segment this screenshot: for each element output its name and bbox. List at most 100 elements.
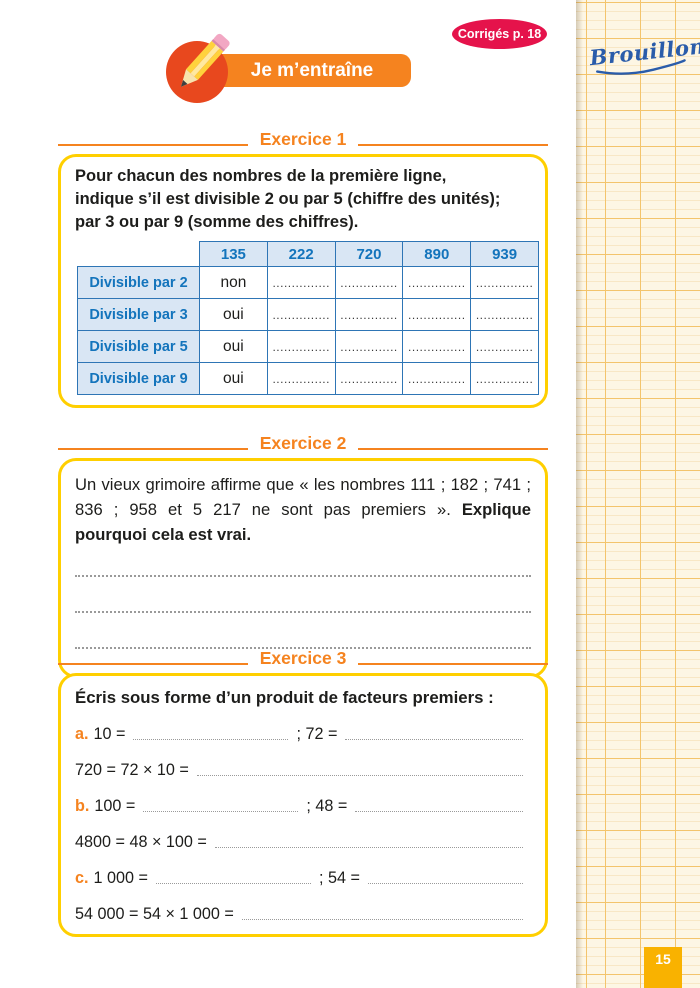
- table-corner-cell: [78, 242, 200, 267]
- statement-text: Un vieux grimoire affirme que « les nomb…: [75, 475, 531, 519]
- equation-text: 10 =: [93, 725, 126, 743]
- heading-rule-left: [58, 448, 248, 450]
- exercise1-heading: Exercice 1: [58, 128, 549, 150]
- exercise3-row-eq3: 54 000 = 54 × 1 000 =: [75, 888, 531, 924]
- graph-paper-margin: Brouillon 15: [576, 0, 700, 988]
- exercise3-row-b: b. 100 = ; 48 =: [75, 780, 531, 816]
- exercise1-title: Exercice 1: [259, 128, 347, 149]
- heading-rule-right: [358, 448, 549, 450]
- blank-cell[interactable]: ...............: [402, 266, 472, 299]
- equation-text: ; 48 =: [306, 797, 348, 815]
- column-header: 135: [199, 241, 268, 267]
- blank-cell[interactable]: ...............: [266, 330, 336, 363]
- heading-rule-right: [358, 144, 549, 146]
- page-number-tab: 15: [644, 947, 682, 988]
- equation-text: ; 72 =: [296, 725, 338, 743]
- exercise3-section: Exercice 3 Écris sous forme d’un produit…: [58, 647, 549, 937]
- answer-cell: oui: [199, 362, 268, 395]
- brouillon-underline: [596, 59, 686, 75]
- column-header: 222: [266, 241, 336, 267]
- page-number: 15: [655, 951, 671, 967]
- answer-cell: oui: [199, 298, 268, 331]
- item-marker: a.: [75, 725, 89, 743]
- blank-cell[interactable]: ...............: [402, 362, 472, 395]
- exercise2-title: Exercice 2: [259, 432, 347, 453]
- exercise2-box: Un vieux grimoire affirme que « les nomb…: [58, 458, 548, 678]
- column-header: 939: [470, 241, 539, 267]
- blank-cell[interactable]: ...............: [334, 266, 404, 299]
- exercise2-heading: Exercice 2: [58, 432, 549, 454]
- blank-cell[interactable]: ...............: [470, 362, 539, 395]
- fill-blank[interactable]: [133, 739, 289, 740]
- exercise3-heading: Exercice 3: [58, 647, 549, 669]
- equation-text: 720 = 72 × 10 =: [75, 761, 189, 779]
- column-header: 720: [334, 241, 404, 267]
- equation-text: 1 000 =: [93, 869, 148, 887]
- blank-cell[interactable]: ...............: [334, 362, 404, 395]
- blank-cell[interactable]: ...............: [470, 298, 539, 331]
- heading-rule-left: [58, 144, 248, 146]
- blank-cell[interactable]: ...............: [334, 298, 404, 331]
- exercise3-row-eq1: 720 = 72 × 10 =: [75, 744, 531, 780]
- corriges-badge-label: Corrigés p. 18: [457, 27, 542, 41]
- item-marker: c.: [75, 869, 89, 887]
- equation-text: 54 000 = 54 × 1 000 =: [75, 905, 234, 923]
- blank-cell[interactable]: ...............: [470, 330, 539, 363]
- instruction-line: par 3 ou par 9 (somme des chiffres).: [75, 213, 359, 231]
- fill-blank[interactable]: [345, 739, 523, 740]
- fill-blank[interactable]: [143, 811, 299, 812]
- row-label: Divisible par 3: [77, 298, 200, 331]
- equation-text: ; 54 =: [318, 869, 360, 887]
- equation-text: 100 =: [94, 797, 136, 815]
- exercise3-intro: Écris sous forme d’un produit de facteur…: [75, 688, 494, 707]
- table-header-row: 135 222 720 890 939: [78, 241, 539, 267]
- fill-blank[interactable]: [367, 883, 523, 884]
- answer-line[interactable]: [75, 611, 531, 613]
- exercise3-row-c: c. 1 000 = ; 54 =: [75, 852, 531, 888]
- blank-cell[interactable]: ...............: [402, 298, 472, 331]
- blank-cell[interactable]: ...............: [334, 330, 404, 363]
- je-mentraine-banner: Je m’entraîne: [213, 54, 411, 87]
- heading-rule-left: [58, 663, 248, 665]
- blank-cell[interactable]: ...............: [402, 330, 472, 363]
- exercise3-title: Exercice 3: [259, 647, 347, 668]
- exercise3-row-a: a. 10 = ; 72 =: [75, 708, 531, 744]
- blank-cell[interactable]: ...............: [266, 298, 336, 331]
- brouillon-label: Brouillon: [588, 33, 700, 80]
- corriges-badge[interactable]: Corrigés p. 18: [452, 19, 547, 49]
- blank-cell[interactable]: ...............: [266, 266, 336, 299]
- divisibility-table: 135 222 720 890 939 Divisible par 2 non …: [77, 241, 539, 395]
- table-row: Divisible par 9 oui ............... ....…: [77, 362, 539, 395]
- instruction-line: indique s’il est divisible 2 ou par 5 (c…: [75, 190, 501, 208]
- row-label: Divisible par 5: [77, 330, 200, 363]
- exercise1-box: Pour chacun des nombres de la première l…: [58, 154, 548, 408]
- banner-label: Je m’entraîne: [250, 59, 374, 81]
- exercise3-row-eq2: 4800 = 48 × 100 =: [75, 816, 531, 852]
- equation-text: 4800 = 48 × 100 =: [75, 833, 207, 851]
- pencil-glyph: [180, 33, 230, 87]
- fill-blank[interactable]: [241, 919, 523, 920]
- fill-blank[interactable]: [196, 775, 523, 776]
- pencil-icon: [166, 33, 230, 103]
- row-label: Divisible par 9: [77, 362, 200, 395]
- table-row: Divisible par 2 non ............... ....…: [77, 266, 539, 299]
- heading-rule-right: [358, 663, 549, 665]
- blank-cell[interactable]: ...............: [266, 362, 336, 395]
- exercise1-section: Exercice 1 Pour chacun des nombres de la…: [58, 128, 549, 408]
- fill-blank[interactable]: [355, 811, 523, 812]
- exercise3-box: Écris sous forme d’un produit de facteur…: [58, 673, 548, 937]
- row-label: Divisible par 2: [77, 266, 200, 299]
- table-row: Divisible par 5 oui ............... ....…: [77, 330, 539, 363]
- blank-cell[interactable]: ...............: [470, 266, 539, 299]
- table-row: Divisible par 3 oui ............... ....…: [77, 298, 539, 331]
- answer-line[interactable]: [75, 647, 531, 649]
- exercise2-section: Exercice 2 Un vieux grimoire affirme que…: [58, 432, 549, 678]
- fill-blank[interactable]: [155, 883, 311, 884]
- answer-cell: non: [199, 266, 268, 299]
- item-marker: b.: [75, 797, 90, 815]
- column-header: 890: [402, 241, 472, 267]
- answer-line[interactable]: [75, 575, 531, 577]
- fill-blank[interactable]: [214, 847, 523, 848]
- instruction-line: Pour chacun des nombres de la première l…: [75, 167, 447, 185]
